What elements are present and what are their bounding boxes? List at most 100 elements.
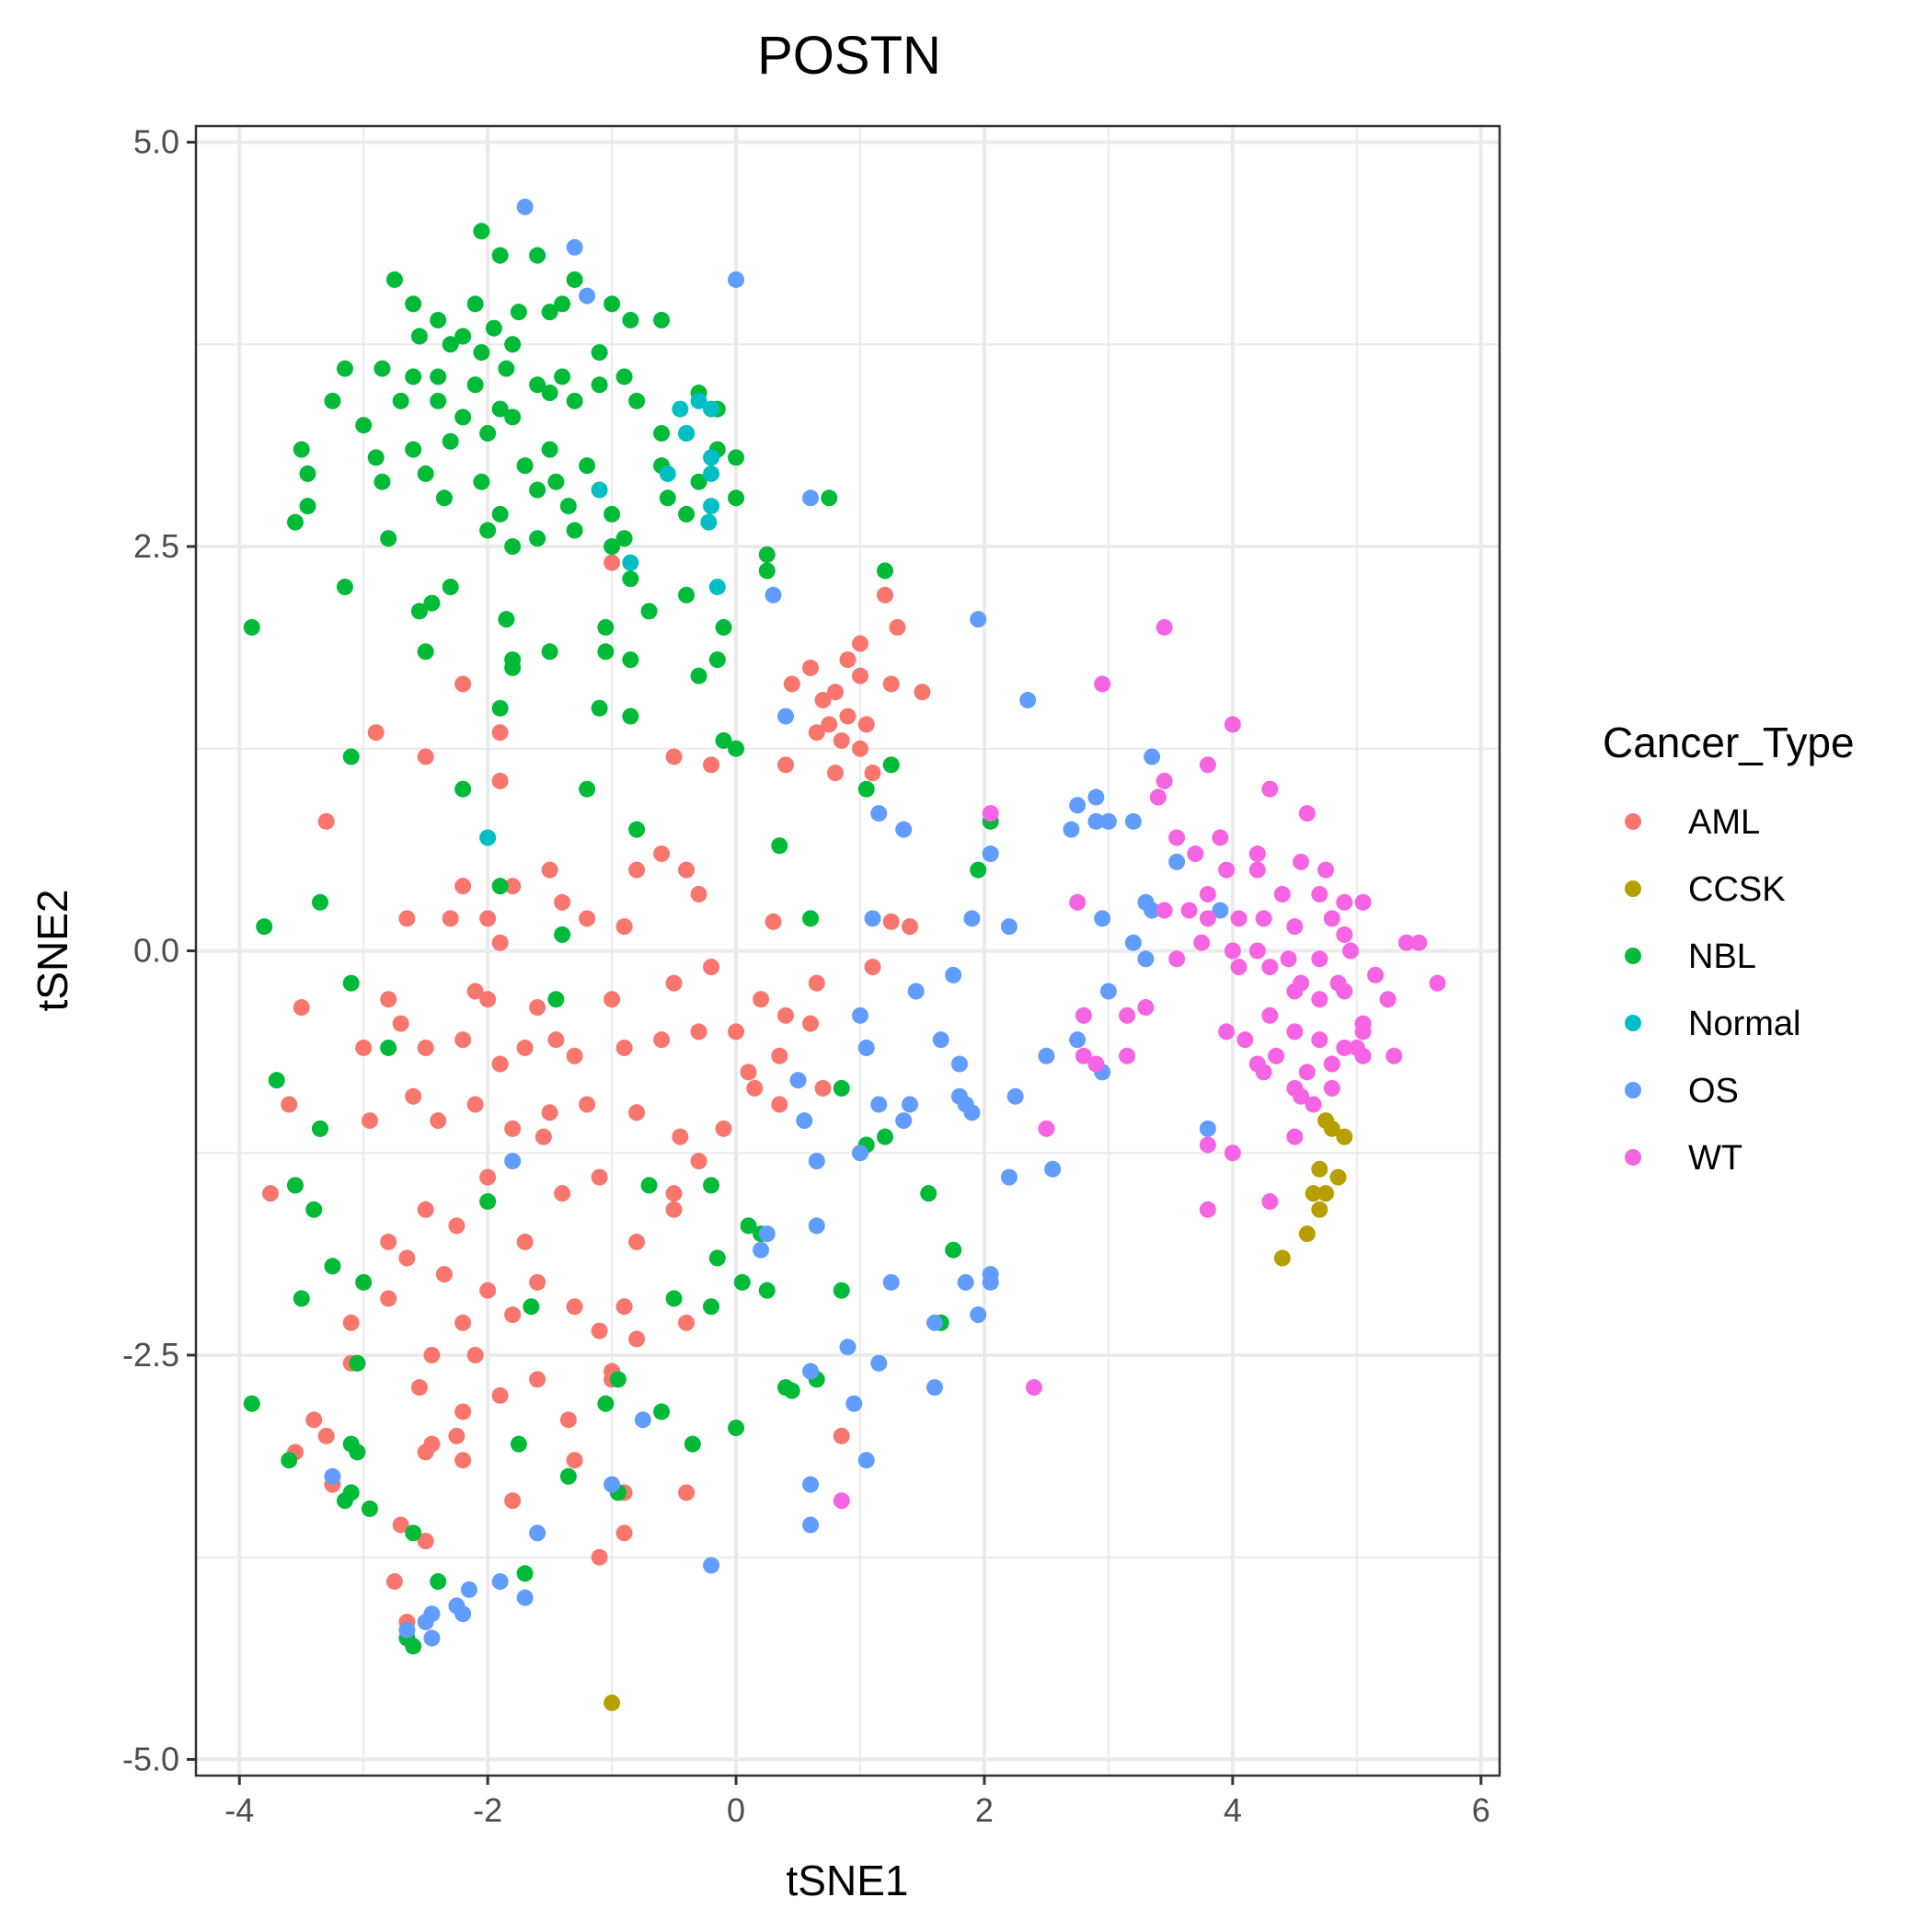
data-point (559, 1411, 577, 1429)
data-point (1261, 780, 1279, 798)
data-point (504, 878, 522, 895)
data-point (802, 1363, 820, 1380)
data-point (547, 991, 565, 1008)
data-point (591, 344, 608, 362)
data-point (597, 643, 615, 661)
legend: Cancer_Type AML CCSK NBL Normal OS WT (1603, 719, 1855, 1178)
x-axis: -4 -2 0 2 4 6 (224, 1776, 1490, 1829)
data-point (1293, 853, 1310, 870)
data-point (876, 1128, 893, 1145)
data-point (970, 861, 987, 879)
data-point (1144, 902, 1161, 919)
data-point (1336, 926, 1353, 943)
legend-item-wt: WT (1625, 1139, 1742, 1178)
data-point (1187, 845, 1204, 863)
data-point (591, 1548, 608, 1566)
data-point (510, 1435, 527, 1453)
data-point (417, 1201, 434, 1218)
data-point (634, 1411, 651, 1429)
data-point (579, 1096, 596, 1113)
data-point (336, 1492, 353, 1510)
data-point (491, 247, 509, 264)
data-point (802, 1015, 820, 1032)
data-point (1236, 1031, 1254, 1049)
data-point (430, 368, 447, 385)
y-axis-title: tSNE2 (29, 890, 76, 1012)
data-point (466, 295, 484, 313)
series-nbl (243, 223, 999, 1655)
data-point (907, 983, 925, 1000)
data-point (628, 1330, 646, 1348)
data-point (945, 966, 962, 983)
data-point (423, 594, 441, 612)
x-tick-label: 2 (975, 1791, 994, 1829)
data-point (690, 1023, 707, 1041)
legend-item-normal: Normal (1625, 1005, 1800, 1043)
data-point (833, 1282, 850, 1299)
data-point (672, 400, 689, 418)
data-point (857, 716, 875, 733)
data-point (678, 424, 696, 442)
data-point (615, 918, 633, 936)
data-point (622, 570, 639, 588)
data-point (1156, 618, 1173, 636)
data-point (554, 893, 571, 911)
data-point (529, 1524, 546, 1542)
data-point (963, 910, 981, 927)
data-point (529, 1273, 546, 1291)
data-point (385, 270, 403, 288)
data-point (970, 611, 987, 628)
data-point (665, 1201, 683, 1218)
data-point (1180, 902, 1198, 919)
data-point (615, 530, 633, 547)
data-point (374, 473, 391, 490)
data-point (1342, 942, 1360, 960)
data-point (1075, 1047, 1092, 1064)
data-point (1199, 910, 1216, 927)
data-point (740, 1064, 757, 1081)
data-point (336, 578, 353, 595)
data-point (268, 1072, 285, 1089)
data-point (926, 1379, 943, 1397)
data-point (1336, 893, 1353, 911)
data-point (324, 392, 341, 409)
data-point (1124, 812, 1142, 830)
data-point (504, 1492, 522, 1510)
data-point (405, 295, 422, 313)
data-point (1354, 1047, 1372, 1064)
data-point (392, 1015, 409, 1032)
data-point (479, 910, 497, 927)
data-point (708, 578, 726, 595)
data-point (1087, 1055, 1105, 1073)
data-point (448, 1597, 466, 1615)
data-point (1156, 902, 1173, 919)
data-point (380, 1039, 397, 1056)
y-tick-label: 2.5 (133, 527, 179, 565)
data-point (1336, 1039, 1353, 1056)
data-point (417, 643, 434, 661)
legend-key (1625, 1015, 1641, 1031)
data-point (746, 1079, 764, 1097)
data-point (703, 1298, 720, 1316)
data-point (932, 1031, 949, 1049)
data-point (659, 465, 676, 482)
data-point (833, 1427, 850, 1444)
data-point (703, 1177, 720, 1194)
data-point (405, 1638, 422, 1655)
series-normal (479, 392, 726, 846)
data-point (703, 449, 720, 466)
data-point (355, 417, 373, 434)
data-point (256, 918, 273, 936)
data-point (1038, 1047, 1055, 1064)
data-point (802, 659, 820, 676)
data-point (920, 1185, 937, 1202)
data-point (765, 913, 782, 930)
data-point (1044, 1160, 1062, 1178)
data-point (454, 675, 472, 693)
data-point (405, 368, 422, 385)
data-point (758, 562, 776, 580)
x-axis-title: tSNE1 (787, 1857, 909, 1904)
data-point (1099, 812, 1117, 830)
data-point (870, 1354, 888, 1372)
data-point (870, 805, 888, 822)
